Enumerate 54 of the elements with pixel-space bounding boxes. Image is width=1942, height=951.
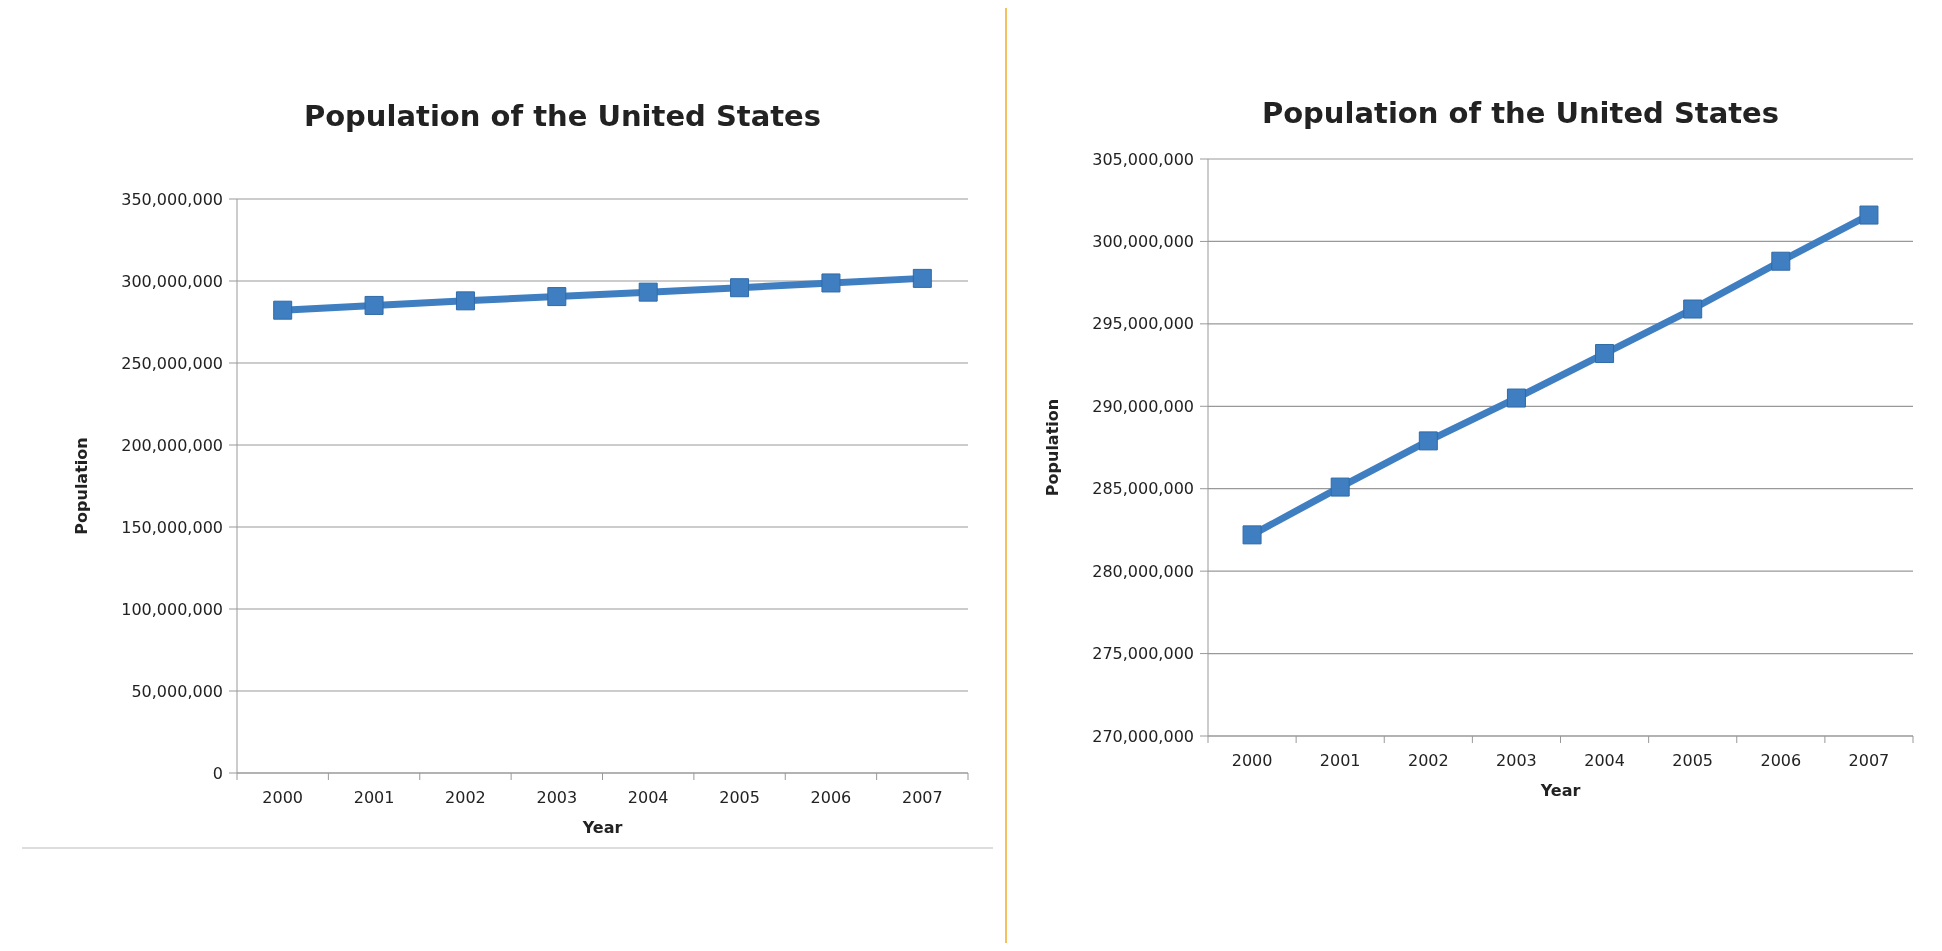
x-tick-label: 2004 bbox=[1584, 751, 1625, 770]
chart-title: Population of the United States bbox=[1261, 96, 1780, 130]
x-tick-label: 2000 bbox=[262, 788, 304, 807]
point bbox=[455, 291, 475, 311]
x-tick-label: 2003 bbox=[1496, 751, 1537, 770]
x-axis-title: Year bbox=[1539, 781, 1581, 800]
x-tick-label: 2000 bbox=[1231, 751, 1273, 770]
point bbox=[1418, 431, 1438, 451]
x-tick-label: 2006 bbox=[1760, 751, 1802, 770]
x-tick-label: 2001 bbox=[353, 788, 395, 807]
point bbox=[730, 278, 750, 298]
y-tick-label: 50,000,000 bbox=[131, 681, 223, 701]
y-tick-label: 250,000,000 bbox=[121, 353, 223, 373]
chart-title: Population of the United States bbox=[303, 99, 822, 133]
point bbox=[547, 287, 567, 307]
point bbox=[821, 273, 841, 293]
x-tick-label: 2007 bbox=[1848, 751, 1890, 770]
x-tick-label: 2005 bbox=[719, 788, 760, 807]
x-tick-label: 2002 bbox=[1407, 751, 1449, 770]
x-tick-label: 2001 bbox=[1319, 751, 1361, 770]
x-axis-title: Year bbox=[581, 818, 623, 837]
y-tick-label: 275,000,000 bbox=[1092, 644, 1194, 664]
point bbox=[273, 300, 293, 320]
x-tick-label: 2005 bbox=[1672, 751, 1714, 770]
point bbox=[1595, 344, 1615, 364]
point bbox=[638, 282, 658, 302]
y-tick-label: 305,000,000 bbox=[1092, 149, 1194, 169]
point bbox=[1771, 251, 1791, 271]
y-tick-label: 270,000,000 bbox=[1092, 726, 1194, 746]
point bbox=[1242, 525, 1262, 545]
y-tick-label: 300,000,000 bbox=[121, 271, 223, 291]
point bbox=[1683, 299, 1703, 319]
y-tick-label: 100,000,000 bbox=[121, 599, 223, 619]
x-tick-label: 2006 bbox=[810, 788, 852, 807]
y-axis-title: Population bbox=[72, 437, 91, 535]
point bbox=[1859, 205, 1879, 225]
y-tick-label: 295,000,000 bbox=[1092, 314, 1194, 334]
y-tick-label: 0 bbox=[212, 763, 223, 783]
x-tick-label: 2004 bbox=[627, 788, 669, 807]
y-tick-label: 350,000,000 bbox=[121, 189, 223, 209]
y-tick-label: 290,000,000 bbox=[1092, 396, 1194, 416]
x-tick-label: 2002 bbox=[445, 788, 486, 807]
y-tick-label: 150,000,000 bbox=[121, 517, 223, 537]
x-tick-label: 2003 bbox=[536, 788, 578, 807]
point bbox=[1506, 388, 1526, 408]
y-tick-label: 280,000,000 bbox=[1092, 561, 1194, 581]
point bbox=[364, 295, 384, 315]
point bbox=[1330, 477, 1350, 497]
y-tick-label: 200,000,000 bbox=[121, 435, 223, 455]
y-tick-label: 300,000,000 bbox=[1092, 232, 1194, 252]
x-tick-label: 2007 bbox=[901, 788, 943, 807]
point bbox=[912, 268, 932, 288]
y-tick-label: 285,000,000 bbox=[1092, 479, 1194, 499]
y-axis-title: Population bbox=[1043, 398, 1062, 497]
